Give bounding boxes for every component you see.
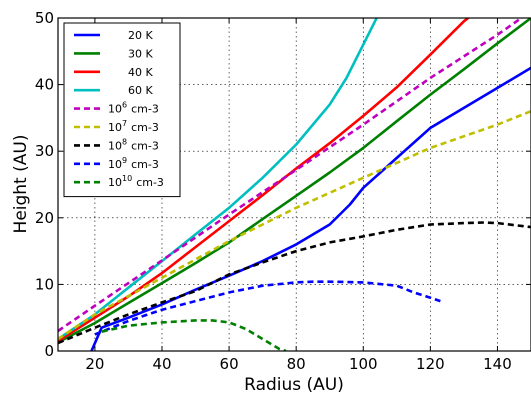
series-line-3: [58, 18, 379, 341]
legend-label-base: 10: [108, 139, 122, 152]
legend-label-unit: cm-3: [131, 103, 159, 116]
legend-label-base: 10: [108, 176, 122, 189]
legend-label-5: 107 cm-3: [108, 119, 159, 134]
legend-label-exponent: 6: [122, 101, 127, 110]
y-tick-label: 10: [35, 275, 54, 293]
y-tick-label: 20: [35, 209, 54, 227]
series-layer: [58, 18, 531, 351]
plot-frame: [57, 17, 531, 352]
legend-label-unit: cm-3: [131, 139, 159, 152]
y-tick-label: 0: [44, 342, 54, 360]
series-line-0: [90, 66, 531, 351]
legend-label-8: 1010 cm-3: [108, 174, 164, 189]
legend-label-4: 106 cm-3: [108, 101, 159, 116]
x-tick-label: 20: [85, 355, 104, 373]
y-axis-title: Height (AU): [11, 135, 31, 234]
legend-label-exponent: 8: [122, 137, 127, 146]
legend-label-base: 10: [108, 103, 122, 116]
legend-label-exponent: 10: [122, 174, 132, 183]
series-line-6: [58, 221, 531, 345]
ticks: 20 40 60 80 100 120 140 0 10 20 30 40 50: [35, 9, 531, 373]
legend-label-unit: cm-3: [131, 121, 159, 134]
x-tick-label: 140: [483, 355, 512, 373]
legend-label-text: 40 K: [128, 66, 153, 79]
y-tick-label: 40: [35, 76, 54, 94]
legend-box: [63, 22, 181, 198]
series-line-2: [58, 18, 471, 343]
series-line-7: [94, 280, 441, 336]
legend-label-base: 10: [108, 121, 122, 134]
y-tick-label: 50: [35, 9, 54, 27]
x-tick-label: 60: [220, 355, 239, 373]
x-tick-label: 40: [152, 355, 171, 373]
legend-label-exponent: 7: [122, 119, 127, 128]
series-line-1: [58, 18, 531, 344]
x-tick-label: 120: [416, 355, 445, 373]
legend-label-1: 30 K: [128, 47, 153, 60]
legend-label-text: 60 K: [128, 84, 153, 97]
legend-label-2: 40 K: [128, 66, 153, 79]
y-tick-label: 30: [35, 142, 54, 160]
legend-label-7: 109 cm-3: [108, 156, 159, 171]
legend-label-text: 20 K: [128, 29, 153, 42]
legend-label-unit: cm-3: [131, 158, 159, 171]
x-axis-title: Radius (AU): [244, 375, 344, 395]
legend-label-6: 108 cm-3: [108, 137, 159, 152]
legend-label-exponent: 9: [122, 156, 127, 165]
series-line-5: [58, 109, 531, 341]
x-tick-label: 100: [349, 355, 378, 373]
legend-label-3: 60 K: [128, 84, 153, 97]
legend-label-0: 20 K: [128, 29, 153, 42]
series-line-4: [58, 18, 524, 333]
legend-label-base: 10: [108, 158, 122, 171]
legend-label-unit: cm-3: [136, 176, 164, 189]
series-line-8: [101, 319, 287, 351]
x-tick-label: 80: [287, 355, 306, 373]
legend-label-text: 30 K: [128, 47, 153, 60]
